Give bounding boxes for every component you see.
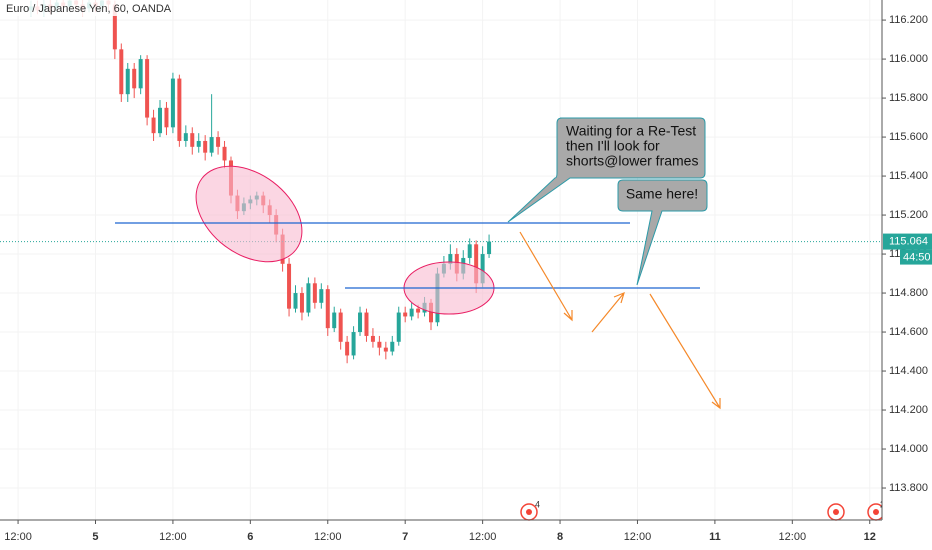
callout-text: Waiting for a Re-Test <box>566 123 696 139</box>
candle-body <box>403 312 408 317</box>
candle-body <box>319 289 324 303</box>
candle-body <box>377 341 382 348</box>
event-icon <box>873 509 879 515</box>
x-tick-label: 6 <box>247 531 253 543</box>
event-icon <box>526 509 532 515</box>
highlight-ellipse <box>195 165 303 263</box>
candle-body <box>222 146 227 161</box>
candle-body <box>345 341 350 356</box>
arrows <box>519 231 721 410</box>
y-tick-label: 115.400 <box>889 170 928 182</box>
candle-body <box>383 347 388 352</box>
candle-body <box>151 117 156 134</box>
arrow <box>649 293 721 410</box>
title-bg <box>0 0 165 16</box>
candle-body <box>287 263 292 309</box>
candle-body <box>203 140 208 153</box>
candle-body <box>132 68 137 89</box>
candle-body <box>306 283 311 313</box>
y-tick-label: 115.200 <box>889 209 928 221</box>
candle-body <box>112 4 117 50</box>
candle-body <box>351 332 356 356</box>
callout-text: then I'll look for <box>566 138 660 154</box>
y-tick-label: 113.800 <box>889 482 928 494</box>
callout-box <box>617 179 708 286</box>
candle-body <box>390 341 395 352</box>
candle-body <box>145 59 150 118</box>
candle-body <box>364 312 369 336</box>
y-tick-label: 116.000 <box>889 53 928 65</box>
candle-body <box>158 107 163 134</box>
x-tick-label: 8 <box>557 531 563 543</box>
x-tick-label: 12:00 <box>159 531 187 543</box>
candle-body <box>467 244 472 258</box>
candle-body <box>209 137 214 153</box>
price-tag-label: 115.064 <box>889 235 928 247</box>
callout-box <box>507 117 706 223</box>
x-tick-label: 12:00 <box>469 531 497 543</box>
x-tick-label: 12:00 <box>4 531 32 543</box>
arrow <box>519 231 573 322</box>
candle-body <box>370 335 375 342</box>
candle-body <box>312 283 317 303</box>
candle-body <box>170 78 175 128</box>
candle-body <box>325 289 330 329</box>
candle-body <box>480 254 485 284</box>
candle-body <box>183 133 188 141</box>
y-tick-label: 115.800 <box>889 92 928 104</box>
candle-body <box>196 140 201 147</box>
y-tick-label: 114.600 <box>889 326 928 338</box>
arrow <box>591 291 625 333</box>
candle-body <box>474 244 479 284</box>
x-tick-label: 5 <box>92 531 98 543</box>
x-tick-label: 12:00 <box>314 531 342 543</box>
x-tick-label: 12 <box>864 531 876 543</box>
candle-body <box>428 302 433 323</box>
event-icon <box>833 509 839 515</box>
candle-body <box>138 59 143 89</box>
candle-body <box>338 312 343 342</box>
candle-body <box>293 293 298 309</box>
event-count: 4 <box>535 499 540 509</box>
candle-body <box>177 78 182 141</box>
x-tick-label: 12:00 <box>624 531 652 543</box>
countdown-label: 44:50 <box>903 251 931 263</box>
price-axis <box>882 0 932 550</box>
candle-body <box>416 308 421 313</box>
candle-body <box>487 241 492 255</box>
price-tag <box>883 233 932 250</box>
candle-body <box>125 68 130 95</box>
callout-text: shorts@lower frames <box>566 153 698 169</box>
x-tick-label: 7 <box>402 531 408 543</box>
candle-body <box>358 312 363 333</box>
candle-body <box>396 312 401 342</box>
candle-body <box>190 133 195 147</box>
y-tick-label: 114.200 <box>889 404 928 416</box>
y-tick-label: 115.600 <box>889 131 928 143</box>
candle-body <box>409 308 414 317</box>
candle-body <box>332 312 337 329</box>
candle-body <box>119 49 124 95</box>
candle-body <box>299 293 304 313</box>
candle-body <box>216 137 221 147</box>
y-tick-label: 114.400 <box>889 365 928 377</box>
candle-body <box>164 107 169 128</box>
y-tick-label: 116.200 <box>889 14 928 26</box>
countdown-tag <box>900 249 932 265</box>
x-tick-label: 12:00 <box>779 531 807 543</box>
chart-title: Euro / Japanese Yen, 60, OANDA <box>6 3 172 15</box>
y-tick-label: 114.000 <box>889 443 928 455</box>
candle-body <box>448 254 453 264</box>
callout-text: Same here! <box>626 186 698 202</box>
y-tick-label: 114.800 <box>889 287 928 299</box>
x-tick-label: 11 <box>709 531 721 543</box>
